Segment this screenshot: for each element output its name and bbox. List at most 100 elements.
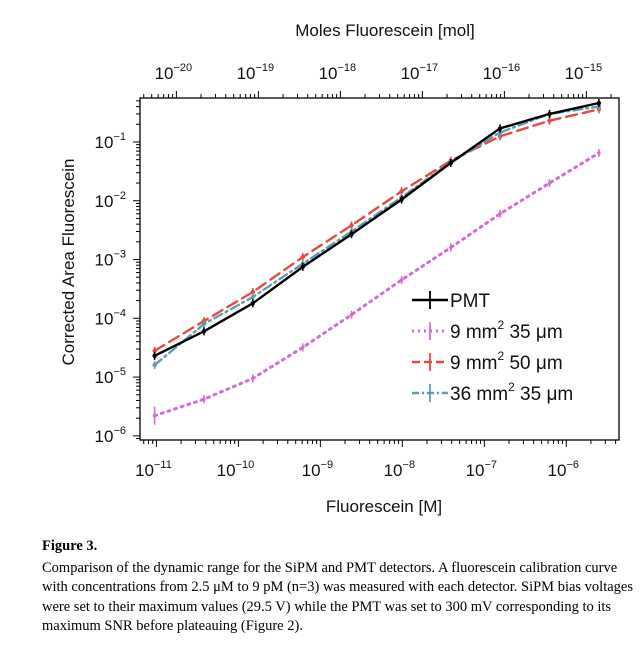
data-point [201, 321, 207, 327]
y-tick-label-exp: −4 [113, 307, 126, 319]
data-point [250, 294, 256, 300]
data-point [399, 197, 404, 202]
data-point [597, 151, 601, 155]
y-tick-label-base: 10 [95, 251, 114, 270]
y-axis-title: Corrected Area Fluorescein [59, 159, 78, 366]
data-point [497, 130, 503, 135]
y-tick-label-exp: −5 [113, 366, 126, 378]
y-tick-label-exp: −3 [113, 249, 126, 261]
data-point [152, 348, 157, 353]
y-tick-label: 10−4 [95, 307, 126, 328]
data-point [202, 397, 206, 402]
legend-label: 9 mm2 35 μm [450, 318, 563, 343]
series-line [153, 105, 601, 367]
x2-tick-label-exp: −15 [583, 62, 602, 74]
data-point [201, 329, 207, 334]
x-tick-label-base: 10 [217, 461, 236, 480]
x-tick-label: 10−9 [302, 459, 333, 480]
y-tick-label-base: 10 [95, 133, 114, 152]
x-tick-label-base: 10 [302, 461, 321, 480]
legend-entry: 9 mm2 35 μm [412, 318, 563, 343]
y-tick-label: 10−6 [95, 425, 126, 446]
data-point [152, 353, 157, 359]
data-point [300, 254, 305, 260]
x-tick-label-exp: −11 [154, 459, 172, 471]
legend-entry: 9 mm2 50 μm [412, 349, 563, 374]
x2-tick-label-exp: −18 [338, 62, 357, 74]
data-point [399, 278, 404, 282]
data-point [349, 231, 354, 237]
x-tick-label-base: 10 [384, 461, 403, 480]
legend-label-main: 9 mm [450, 353, 498, 374]
data-point [399, 189, 404, 194]
series-layer [152, 99, 602, 425]
x2-tick-label-base: 10 [401, 64, 420, 83]
series-line [153, 151, 601, 418]
legend-label-main: 36 mm [450, 384, 508, 405]
series-line [153, 108, 601, 352]
legend-label-tail: 50 μm [504, 353, 562, 374]
series-group [152, 105, 602, 355]
legend-label: 9 mm2 50 μm [450, 349, 563, 374]
x-tick-label-base: 10 [548, 461, 567, 480]
x2-tick-label: 10−15 [565, 62, 603, 83]
y-tick-label: 10−1 [95, 131, 126, 152]
x2-tick-label: 10−19 [237, 62, 275, 83]
x2-tick-label-exp: −17 [419, 62, 438, 74]
data-point [152, 413, 157, 418]
data-point [497, 126, 503, 131]
x2-tick-label: 10−17 [401, 62, 439, 83]
plot-frame [139, 97, 620, 441]
x2-tick-label-exp: −16 [501, 62, 520, 74]
y-tick-label: 10−3 [95, 249, 126, 270]
x-tick-label: 10−10 [217, 459, 255, 480]
legend-label-main: 9 mm [450, 322, 498, 343]
y-tick-label-base: 10 [95, 309, 114, 328]
data-point [349, 312, 354, 317]
x2-tick-label-base: 10 [483, 64, 502, 83]
data-point [547, 111, 552, 117]
x2-tick-label: 10−20 [155, 62, 193, 83]
x-tick-label: 10−7 [466, 459, 497, 480]
x-tick-label: 10−8 [384, 459, 415, 480]
x-tick-label: 10−6 [548, 459, 579, 480]
y-tick-label: 10−2 [95, 190, 126, 211]
data-point [498, 211, 502, 216]
figure-caption: Figure 3. Comparison of the dynamic rang… [42, 537, 634, 637]
legend-entry: 36 mm2 35 μm [412, 380, 573, 405]
data-point [448, 245, 453, 250]
x2-tick-label-exp: −19 [256, 62, 275, 74]
x2-tick-label-base: 10 [155, 64, 174, 83]
x-tick-label: 10−11 [135, 459, 172, 480]
x-tick-label-base: 10 [466, 461, 485, 480]
series-group [152, 99, 602, 360]
figure-caption-text: Comparison of the dynamic range for the … [42, 559, 634, 635]
chart: Moles Fluorescein [mol] Corrected Area F… [59, 21, 620, 516]
figure-label: Figure 3. [42, 538, 98, 554]
data-point [547, 181, 552, 185]
x2-tick-label-base: 10 [237, 64, 256, 83]
legend-label-sup: 2 [498, 349, 505, 363]
x-tick-label-exp: −6 [566, 459, 579, 471]
legend-label-sup: 2 [508, 380, 515, 394]
data-point [596, 100, 602, 106]
x2-tick-label-exp: −20 [174, 62, 193, 74]
legend-label-tail: 35 μm [504, 322, 562, 343]
x-tick-label-exp: −9 [321, 459, 334, 471]
y-tick-label-base: 10 [95, 368, 114, 387]
legend-label: 36 mm2 35 μm [450, 380, 573, 405]
y-tick-label-base: 10 [95, 427, 114, 446]
y-tick-label-base: 10 [95, 192, 114, 211]
x2-tick-label-base: 10 [319, 64, 338, 83]
legend-label-tail: 35 μm [515, 384, 573, 405]
series-group [152, 148, 601, 425]
legend-label-main: PMT [450, 291, 491, 312]
x-tick-label-exp: −7 [484, 459, 497, 471]
data-point [152, 362, 157, 368]
x-tick-label-exp: −8 [403, 459, 416, 471]
y-tick-label-exp: −1 [113, 131, 126, 143]
data-point [547, 118, 552, 123]
y-tick-label: 10−5 [95, 366, 126, 387]
x-tick-label-base: 10 [135, 461, 154, 480]
